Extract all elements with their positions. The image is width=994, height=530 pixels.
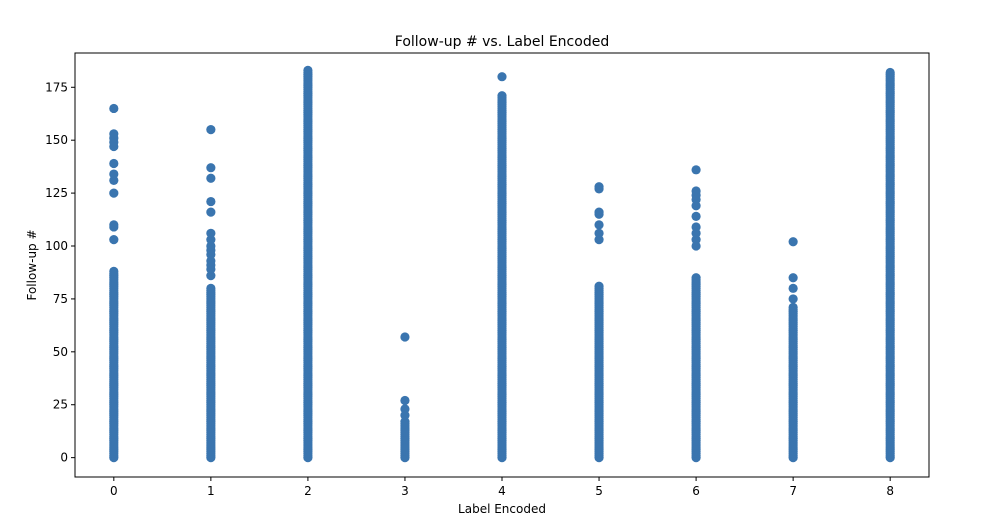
data-point bbox=[788, 237, 798, 247]
x-tick-label: 3 bbox=[401, 484, 409, 498]
x-tick-label: 2 bbox=[304, 484, 312, 498]
data-point bbox=[594, 220, 604, 230]
data-point bbox=[206, 241, 216, 251]
y-tick-label: 100 bbox=[45, 239, 68, 253]
plot-frame bbox=[74, 52, 930, 478]
y-tick-label: 125 bbox=[45, 186, 68, 200]
data-point bbox=[206, 163, 216, 173]
data-point bbox=[594, 228, 604, 238]
data-point bbox=[206, 228, 216, 238]
data-point bbox=[400, 332, 410, 342]
data-point bbox=[109, 175, 119, 186]
data-point bbox=[400, 417, 410, 427]
data-point bbox=[594, 182, 604, 192]
data-point bbox=[497, 72, 507, 82]
data-point bbox=[109, 220, 119, 230]
data-point bbox=[400, 395, 410, 406]
data-point bbox=[497, 91, 507, 101]
data-point bbox=[788, 294, 798, 304]
y-tick-label: 25 bbox=[53, 398, 68, 412]
x-tick-label: 4 bbox=[498, 484, 506, 498]
x-tick-label: 0 bbox=[110, 484, 118, 498]
data-point bbox=[885, 67, 895, 78]
data-point bbox=[691, 273, 701, 283]
data-point bbox=[303, 65, 313, 75]
x-tick-label: 6 bbox=[692, 484, 700, 498]
data-points bbox=[109, 65, 895, 463]
data-point bbox=[109, 158, 119, 169]
data-point bbox=[691, 222, 701, 232]
x-tick-label: 7 bbox=[789, 484, 797, 498]
data-point bbox=[206, 173, 216, 183]
data-point bbox=[109, 266, 119, 277]
data-point bbox=[691, 165, 701, 175]
y-tick-label: 75 bbox=[53, 292, 68, 306]
data-point bbox=[206, 125, 216, 135]
data-point bbox=[691, 211, 701, 221]
data-point bbox=[109, 129, 119, 139]
data-point bbox=[206, 256, 216, 266]
data-point bbox=[400, 404, 410, 414]
data-point bbox=[691, 228, 701, 238]
y-axis: 0 25 50 75 100 125 150 175 bbox=[45, 80, 75, 465]
data-point bbox=[206, 283, 216, 293]
y-tick-label: 150 bbox=[45, 133, 68, 147]
x-tick-label: 1 bbox=[207, 484, 215, 498]
data-point bbox=[400, 410, 410, 420]
y-tick-label: 175 bbox=[45, 80, 68, 94]
chart-title: Follow-up # vs. Label Encoded bbox=[395, 34, 609, 50]
data-point bbox=[691, 235, 701, 245]
data-point bbox=[206, 271, 216, 281]
data-point bbox=[788, 283, 798, 293]
data-point bbox=[691, 186, 701, 196]
data-point bbox=[594, 207, 604, 217]
data-point bbox=[788, 302, 798, 312]
data-point bbox=[788, 273, 798, 283]
x-tick-label: 8 bbox=[886, 484, 894, 498]
data-point bbox=[206, 235, 216, 245]
data-point bbox=[594, 235, 604, 245]
data-point bbox=[109, 235, 119, 245]
x-axis: 0 1 2 3 4 5 6 7 8 bbox=[110, 477, 894, 498]
data-point bbox=[691, 241, 701, 251]
data-point bbox=[206, 207, 216, 217]
data-point bbox=[206, 196, 216, 207]
data-point bbox=[109, 169, 119, 179]
data-point bbox=[109, 188, 119, 198]
y-axis-label: Follow-up # bbox=[25, 229, 39, 300]
data-point bbox=[691, 201, 701, 211]
x-tick-label: 5 bbox=[595, 484, 603, 498]
y-tick-label: 50 bbox=[53, 345, 68, 359]
data-point bbox=[109, 103, 119, 114]
data-point bbox=[594, 281, 604, 291]
x-axis-label: Label Encoded bbox=[458, 502, 546, 516]
y-tick-label: 0 bbox=[60, 451, 68, 465]
